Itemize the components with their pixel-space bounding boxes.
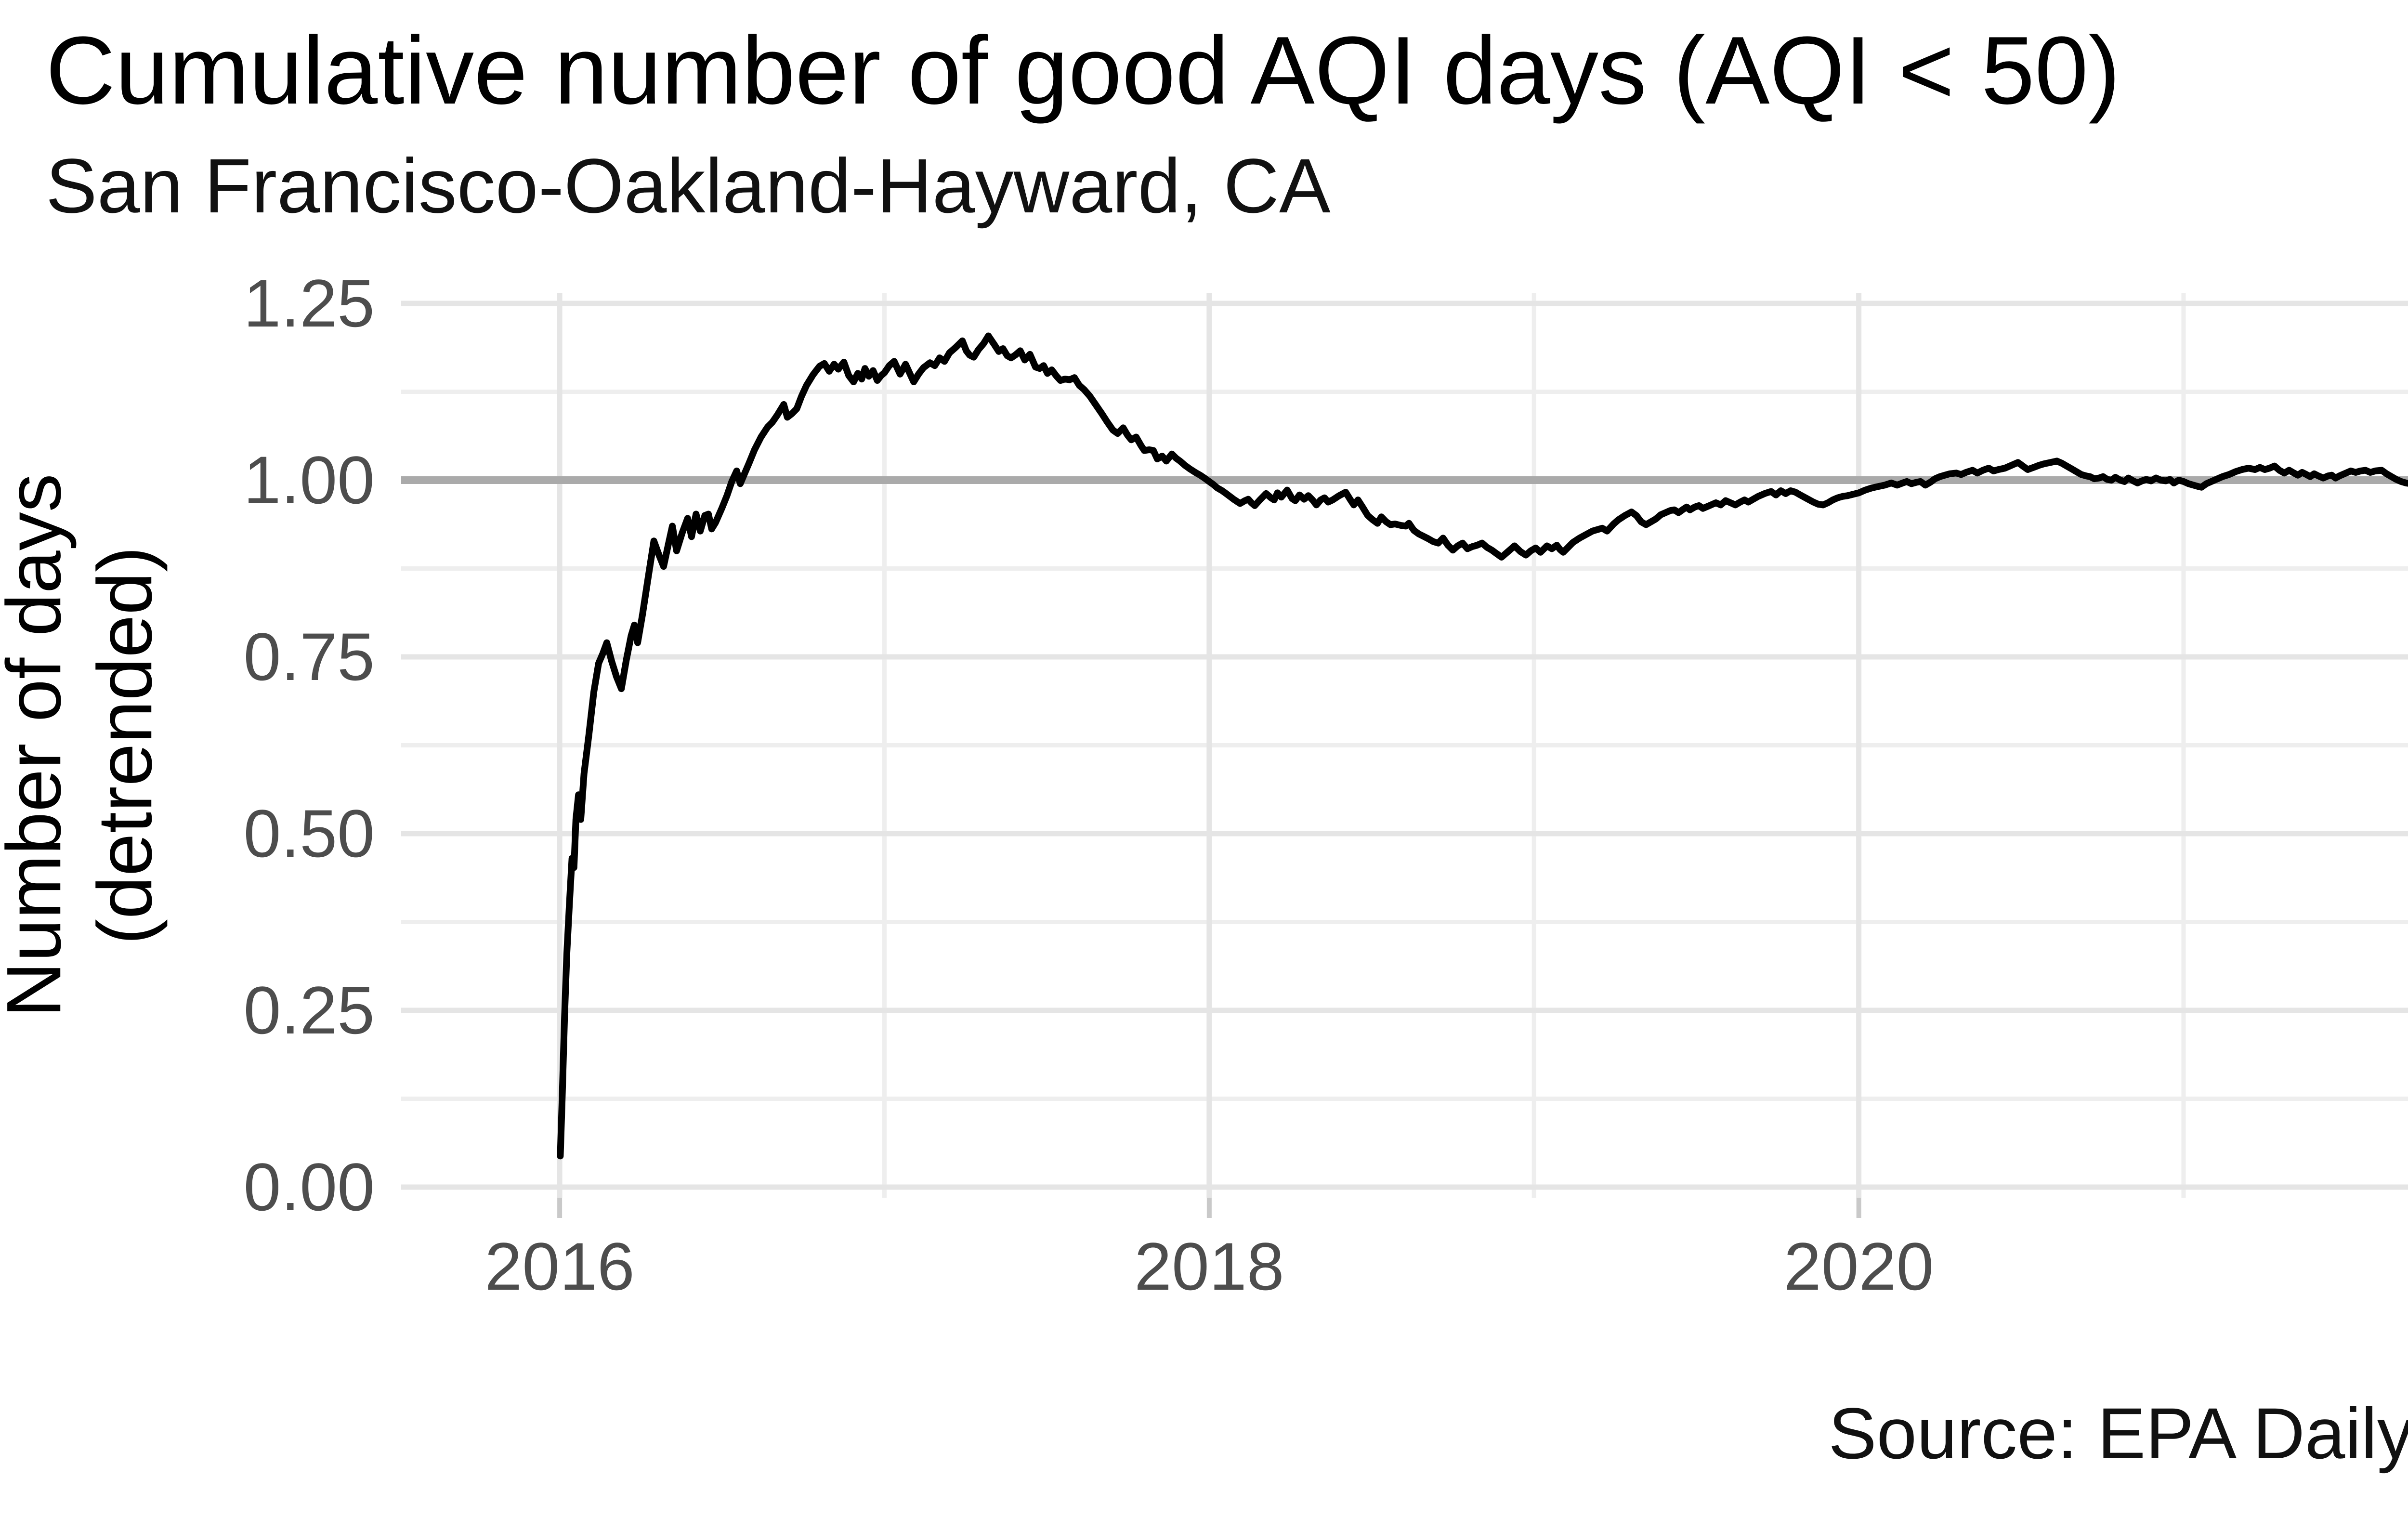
x-tick-label-2018: 2018: [1134, 1229, 1284, 1304]
y-tick-label-1.00: 1.00: [243, 442, 375, 518]
source-caption: Source: EPA Daily Air Quality Tracker: [1828, 1393, 2408, 1474]
y-axis-title-line-2: (detrended): [81, 546, 168, 945]
y-axis-title: Number of days (detrended): [0, 473, 170, 1017]
x-tick-label-2022: 2022: [2388, 1226, 2408, 1308]
y-tick-label-0.50: 0.50: [243, 795, 375, 871]
x-tick-label-2020: 2020: [1783, 1229, 1934, 1304]
chart-title: Cumulative number of good AQI days (AQI …: [46, 17, 2120, 124]
x-tick-label-2016: 2016: [484, 1229, 635, 1304]
chart-subtitle: San Francisco-Oakland-Hayward, CA: [46, 143, 1331, 229]
y-tick-label-0.25: 0.25: [243, 972, 375, 1048]
y-tick-label-1.25: 1.25: [243, 265, 375, 341]
y-tick-label-0.00: 0.00: [243, 1149, 375, 1225]
y-tick-label-0.75: 0.75: [243, 619, 375, 694]
y-axis-title-line-1: Number of days: [0, 473, 77, 1018]
data-line: [557, 332, 2408, 1160]
